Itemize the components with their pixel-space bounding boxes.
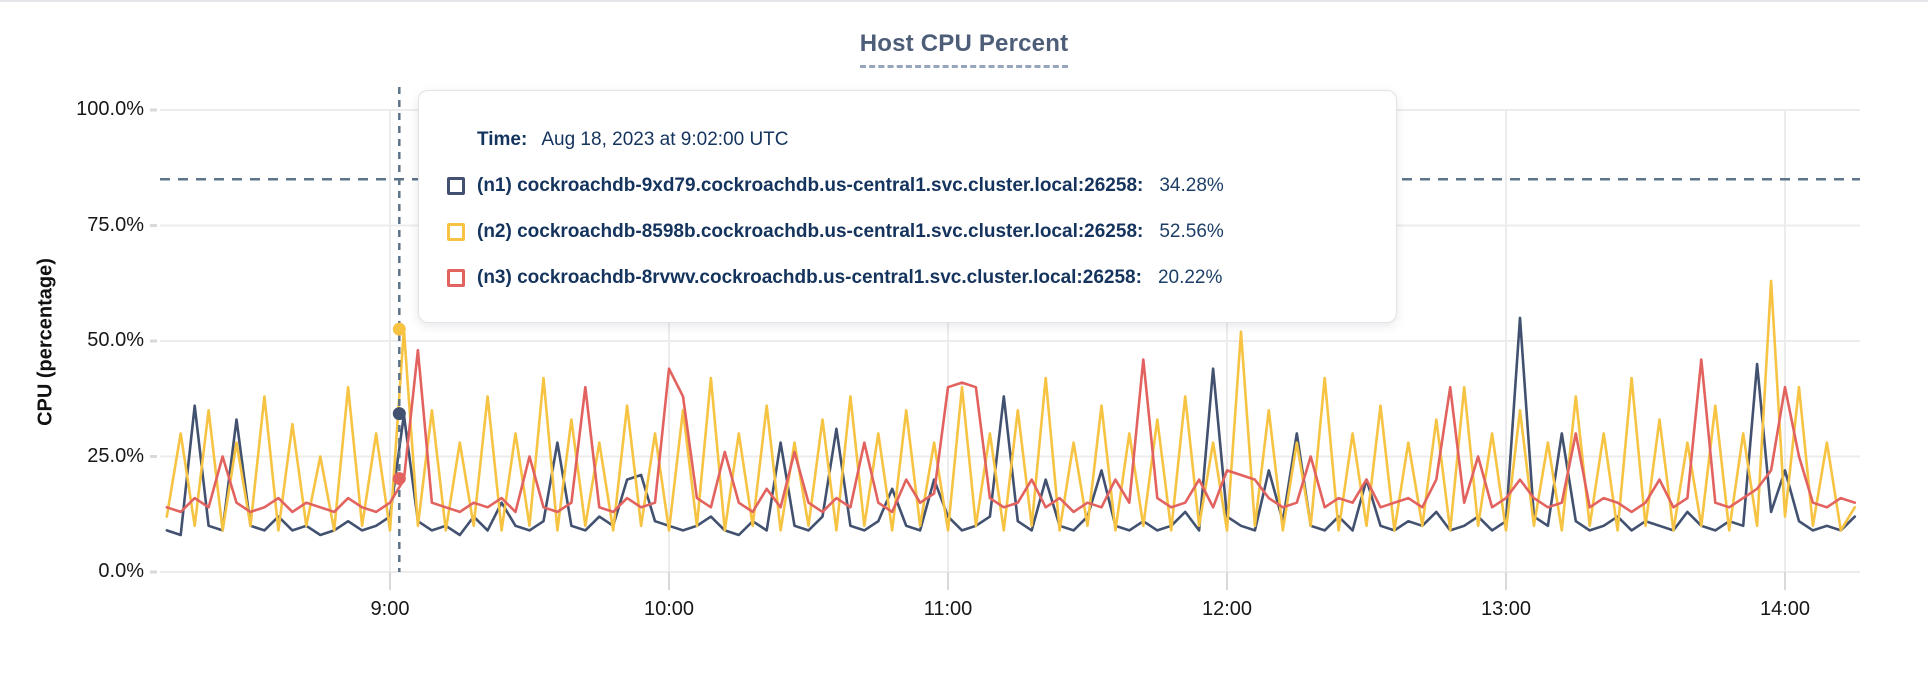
series-line-n1: [165, 316, 1857, 537]
tooltip-series-row: (n3) cockroachdb-8rvwv.cockroachdb.us-ce…: [447, 263, 1372, 293]
y-tick-label: 100.0%: [76, 98, 144, 120]
tooltip-series-label: (n1) cockroachdb-9xd79.cockroachdb.us-ce…: [477, 175, 1144, 196]
y-tick-label: 50.0%: [87, 329, 144, 351]
x-tick-label: 13:00: [1480, 598, 1532, 620]
legend-swatch-n3: [447, 269, 465, 287]
hover-tooltip: Time: Aug 18, 2023 at 9:02:00 UTC (n1) c…: [418, 90, 1397, 323]
x-tick-label: 9:00: [370, 598, 410, 620]
y-tick-label: 75.0%: [87, 213, 144, 236]
tooltip-time-row: Time: Aug 18, 2023 at 9:02:00 UTC: [447, 125, 1372, 155]
chart-title[interactable]: Host CPU Percent: [859, 30, 1069, 68]
tooltip-time-value: Aug 18, 2023 at 9:02:00 UTC: [541, 129, 789, 150]
tooltip-series-value: 34.28%: [1159, 175, 1224, 196]
tooltip-series-label: (n2) cockroachdb-8598b.cockroachdb.us-ce…: [477, 221, 1144, 242]
tooltip-series-rows: (n1) cockroachdb-9xd79.cockroachdb.us-ce…: [447, 171, 1372, 293]
series-line-n2: [165, 279, 1857, 532]
hover-point-n2: [392, 322, 406, 336]
y-tick-label: 0.0%: [98, 560, 144, 582]
x-tick-label: 11:00: [923, 598, 973, 620]
series-line-n3: [165, 348, 1857, 514]
y-tick-label: 25.0%: [87, 444, 144, 467]
tooltip-series-row: (n1) cockroachdb-9xd79.cockroachdb.us-ce…: [447, 171, 1372, 201]
tooltip-series-value: 52.56%: [1159, 221, 1224, 242]
tooltip-series-row: (n2) cockroachdb-8598b.cockroachdb.us-ce…: [447, 217, 1372, 247]
x-tick-label: 12:00: [1201, 598, 1253, 620]
hover-point-n1: [392, 407, 406, 421]
hover-point-n3: [392, 472, 406, 486]
chart-title-wrap: Host CPU Percent: [0, 30, 1928, 68]
x-tick-label: 14:00: [1759, 598, 1811, 620]
legend-swatch-n1: [447, 177, 465, 195]
tooltip-series-value: 20.22%: [1157, 267, 1223, 288]
legend-swatch-n2: [447, 223, 465, 241]
x-tick-label: 10:00: [643, 598, 695, 620]
tooltip-series-label: (n3) cockroachdb-8rvwv.cockroachdb.us-ce…: [477, 267, 1142, 288]
tooltip-time-label: Time:: [477, 129, 528, 150]
